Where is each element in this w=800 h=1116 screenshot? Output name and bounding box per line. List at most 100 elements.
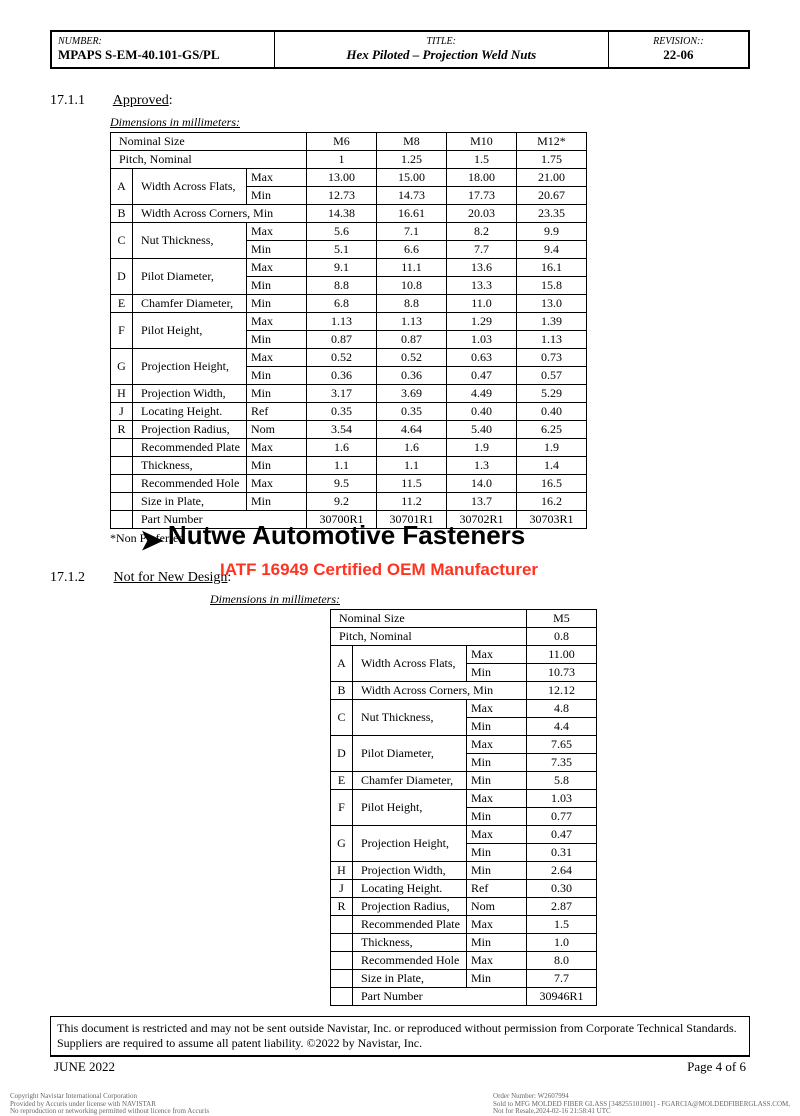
section-17-1-1: 17.1.1 Approved: xyxy=(50,93,750,109)
cell-value: 20.67 xyxy=(516,187,586,205)
row-sub: Max xyxy=(246,223,306,241)
row-name: Projection Width, xyxy=(353,862,467,880)
section2-title: Not for New Design xyxy=(114,570,228,585)
cell-value: 0.87 xyxy=(376,331,446,349)
row-name: Pilot Height, xyxy=(353,790,467,826)
cell-value: 4.8 xyxy=(526,700,596,718)
cell-value: 6.6 xyxy=(376,241,446,259)
cell-value: 14.38 xyxy=(306,205,376,223)
cell-value: 0.40 xyxy=(516,403,586,421)
cell-value: 1.03 xyxy=(526,790,596,808)
cell-value: 5.8 xyxy=(526,772,596,790)
fine-print-left: Copyright Navistar International Corpora… xyxy=(10,1093,209,1116)
cell-value: 8.0 xyxy=(526,952,596,970)
row-code: A xyxy=(331,646,353,682)
cell-value: 0.47 xyxy=(446,367,516,385)
footer-date: JUNE 2022 xyxy=(54,1059,115,1075)
row-blank xyxy=(111,439,133,457)
cell-value: 6.8 xyxy=(306,295,376,313)
cell-value: 0.40 xyxy=(446,403,516,421)
cell-value: 12.73 xyxy=(306,187,376,205)
row-sub: Min xyxy=(246,367,306,385)
number-value: MPAPS S-EM-40.101-GS/PL xyxy=(58,47,268,63)
cell-value: 6.25 xyxy=(516,421,586,439)
cell-value: 1.13 xyxy=(306,313,376,331)
row-blank xyxy=(111,475,133,493)
row-name: Pilot Diameter, xyxy=(133,259,247,295)
cell-value: 16.2 xyxy=(516,493,586,511)
row-name: Size in Plate, xyxy=(133,493,247,511)
cell-value: 1.3 xyxy=(446,457,516,475)
cell-value: 15.8 xyxy=(516,277,586,295)
cell-value: 18.00 xyxy=(446,169,516,187)
cell-value: 8.8 xyxy=(306,277,376,295)
row-name: Pilot Height, xyxy=(133,313,247,349)
row-code: B xyxy=(111,205,133,223)
cell-value: 1.13 xyxy=(376,313,446,331)
section1-title: Approved xyxy=(113,93,169,108)
cell-value: 16.61 xyxy=(376,205,446,223)
row-name: Recommended Hole xyxy=(133,475,247,493)
pitch-value: 1.25 xyxy=(376,151,446,169)
row-sub: Min xyxy=(466,772,526,790)
row-sub: Min xyxy=(246,241,306,259)
row-sub: Ref xyxy=(246,403,306,421)
row-code: H xyxy=(111,385,133,403)
cell-value: 11.00 xyxy=(526,646,596,664)
dim-label-2: Dimensions in millimeters: xyxy=(210,592,750,607)
section2-colon: : xyxy=(227,570,231,585)
title-label: TITLE: xyxy=(281,36,602,47)
pitch-label: Pitch, Nominal xyxy=(331,628,527,646)
cell-value: 4.64 xyxy=(376,421,446,439)
cell-value: 1.03 xyxy=(446,331,516,349)
row-name: Width Across Corners, Min xyxy=(353,682,527,700)
cell-value: 9.4 xyxy=(516,241,586,259)
row-name: Size in Plate, xyxy=(353,970,467,988)
row-name: Projection Height, xyxy=(133,349,247,385)
cell-value: 0.87 xyxy=(306,331,376,349)
cell-value: 1.9 xyxy=(446,439,516,457)
pitch-label: Pitch, Nominal xyxy=(111,151,307,169)
row-code: B xyxy=(331,682,353,700)
row-sub: Max xyxy=(466,700,526,718)
cell-value: 1.5 xyxy=(526,916,596,934)
cell-value: 0.63 xyxy=(446,349,516,367)
fine-print-right: Order Number: W2607994 Sold to MFG MOLDE… xyxy=(493,1093,790,1116)
cell-value: 3.54 xyxy=(306,421,376,439)
cell-value: 1.13 xyxy=(516,331,586,349)
cell-value: 1.0 xyxy=(526,934,596,952)
row-sub: Max xyxy=(466,646,526,664)
partnum-value: 30946R1 xyxy=(526,988,596,1006)
row-sub: Max xyxy=(466,826,526,844)
row-name: Chamfer Diameter, xyxy=(133,295,247,313)
row-sub: Max xyxy=(246,313,306,331)
row-name: Thickness, xyxy=(133,457,247,475)
row-name: Projection Radius, xyxy=(353,898,467,916)
row-sub: Min xyxy=(466,808,526,826)
partnum-value: 30701R1 xyxy=(376,511,446,529)
cell-value: 16.1 xyxy=(516,259,586,277)
cell-value: 0.77 xyxy=(526,808,596,826)
cell-value: 10.73 xyxy=(526,664,596,682)
partnum-label: Part Number xyxy=(353,988,527,1006)
row-sub: Max xyxy=(466,736,526,754)
revision-value: 22-06 xyxy=(615,47,742,63)
row-sub: Min xyxy=(466,844,526,862)
row-code: F xyxy=(331,790,353,826)
cell-value: 5.6 xyxy=(306,223,376,241)
cell-value: 0.31 xyxy=(526,844,596,862)
restriction-notice: This document is restricted and may not … xyxy=(50,1016,750,1056)
pitch-value: 1 xyxy=(306,151,376,169)
cell-value: 8.8 xyxy=(376,295,446,313)
cell-value: 0.36 xyxy=(306,367,376,385)
row-name: Recommended Plate xyxy=(353,916,467,934)
cell-value: 0.52 xyxy=(306,349,376,367)
row-name: Width Across Flats, xyxy=(353,646,467,682)
cell-value: 0.47 xyxy=(526,826,596,844)
cell-value: 2.87 xyxy=(526,898,596,916)
cell-value: 0.57 xyxy=(516,367,586,385)
cell-value: 1.29 xyxy=(446,313,516,331)
cell-value: 0.36 xyxy=(376,367,446,385)
row-name: Projection Width, xyxy=(133,385,247,403)
row-code: J xyxy=(331,880,353,898)
